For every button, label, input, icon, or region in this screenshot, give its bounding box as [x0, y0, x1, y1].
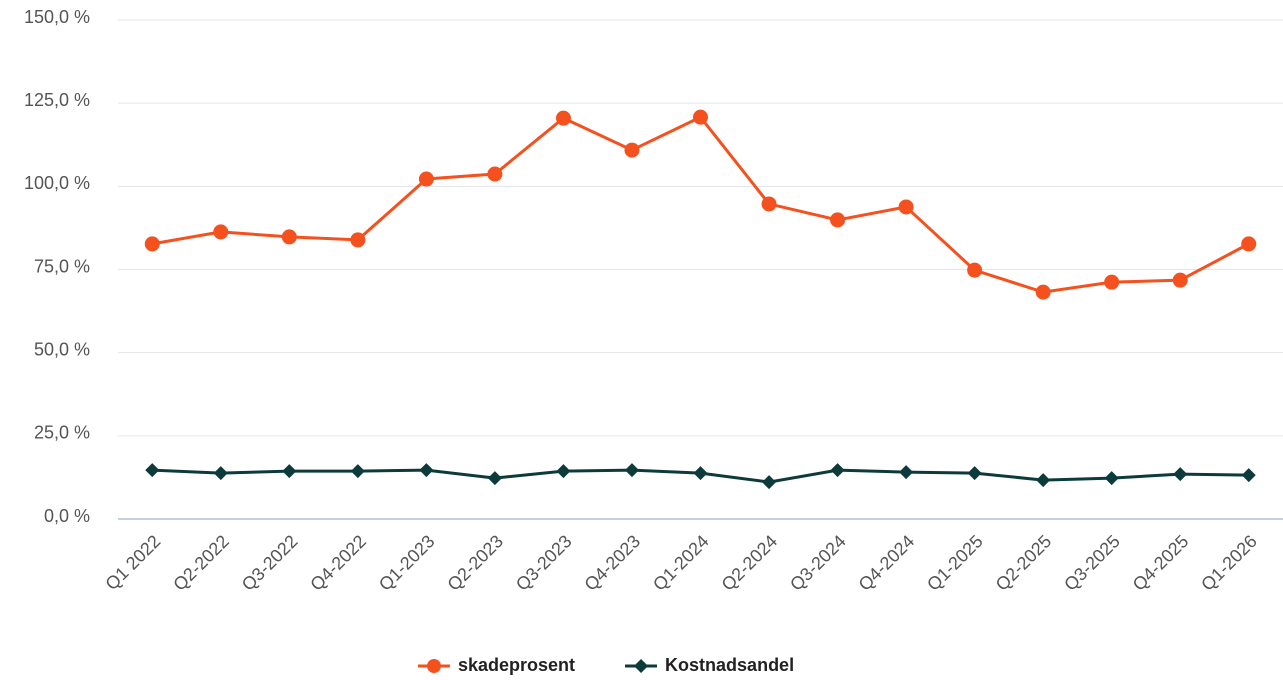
x-tick-label: Q3-2023 — [512, 531, 576, 595]
x-tick-label: Q1-2026 — [1197, 531, 1261, 595]
point — [282, 464, 297, 479]
y-tick-label: 125,0 % — [24, 90, 90, 110]
x-tick-label: Q1-2025 — [923, 531, 987, 595]
x-tick-label: Q4-2022 — [306, 531, 370, 595]
point — [624, 463, 639, 478]
x-tick-label: Q2-2022 — [169, 531, 233, 595]
y-tick-label: 75,0 % — [34, 256, 90, 276]
legend-marker — [427, 659, 441, 673]
point — [487, 166, 503, 182]
x-tick-label: Q3-2025 — [1060, 531, 1124, 595]
point — [761, 196, 777, 212]
point — [281, 229, 297, 245]
point — [830, 463, 845, 478]
point — [1173, 467, 1188, 482]
y-tick-label: 100,0 % — [24, 173, 90, 193]
legend-label: Kostnadsandel — [665, 655, 794, 675]
x-tick-label: Q1 2022 — [101, 531, 164, 594]
legend-marker — [634, 659, 649, 673]
x-tick-label: Q3-2024 — [786, 531, 850, 595]
point — [1104, 274, 1120, 290]
point — [419, 463, 434, 478]
point — [693, 109, 708, 125]
point — [898, 199, 914, 215]
legend: skadeprosent Kostnadsandel — [418, 655, 794, 675]
point — [830, 212, 846, 228]
point — [487, 471, 502, 486]
point — [967, 262, 983, 278]
x-tick-label: Q2-2023 — [443, 531, 507, 595]
point — [1104, 471, 1119, 486]
y-tick-label: 0,0 % — [44, 506, 90, 526]
x-tick-label: Q2-2025 — [992, 531, 1056, 595]
point — [350, 464, 365, 479]
point — [762, 475, 777, 490]
x-tick-label: Q2-2024 — [718, 531, 782, 595]
legend-label: skadeprosent — [458, 655, 575, 675]
point — [350, 232, 366, 248]
x-tick-label: Q4-2023 — [580, 531, 644, 595]
point — [145, 463, 160, 478]
x-tick-label: Q3-2022 — [238, 531, 302, 595]
point — [418, 171, 434, 187]
x-tick-label: Q1-2023 — [375, 531, 439, 595]
point — [693, 466, 708, 481]
point — [624, 142, 640, 158]
series-line — [152, 115, 1250, 294]
x-tick-label: Q1-2024 — [649, 531, 713, 595]
x-tick-label: Q4-2025 — [1129, 531, 1193, 595]
point — [144, 236, 160, 252]
point — [1241, 468, 1256, 483]
point — [1172, 272, 1188, 288]
point — [1241, 236, 1257, 252]
point — [899, 465, 914, 480]
point — [967, 466, 982, 481]
y-tick-label: 25,0 % — [34, 423, 90, 443]
x-tick-label: Q4-2024 — [855, 531, 919, 595]
point — [213, 224, 229, 240]
point — [1036, 473, 1051, 488]
point — [213, 466, 228, 481]
y-tick-label: 150,0 % — [24, 7, 90, 27]
point — [1035, 284, 1051, 300]
y-tick-label: 50,0 % — [34, 339, 90, 359]
point — [555, 110, 571, 126]
point — [556, 464, 571, 479]
